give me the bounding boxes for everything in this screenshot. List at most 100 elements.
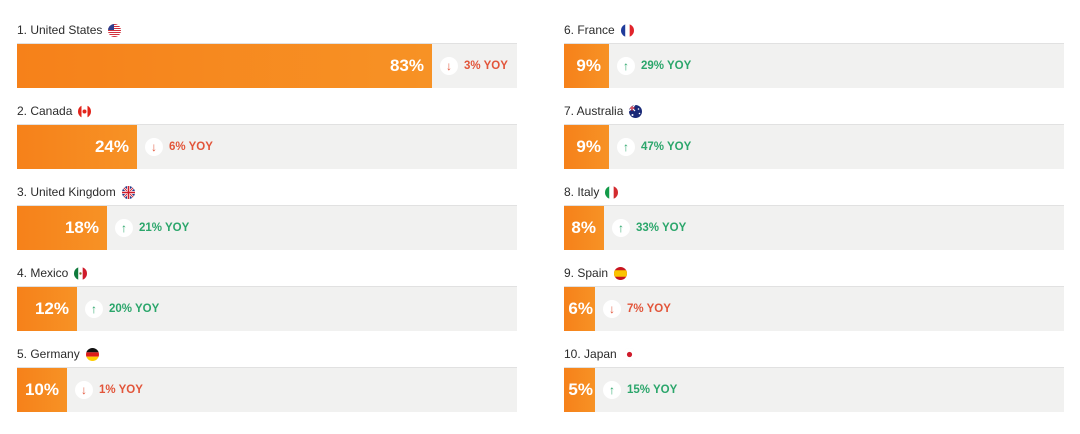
yoy-text: 7% YOY: [627, 303, 671, 315]
value-bar: [564, 368, 595, 412]
canada-flag-icon: [78, 104, 92, 118]
yoy-text: 21% YOY: [139, 222, 190, 234]
yoy-indicator: ↑ 15% YOY: [603, 368, 677, 412]
value-bar: [564, 44, 609, 88]
country-label-row: 6. France: [564, 22, 634, 38]
bar-row: 6. France 9% ↑ 29% YOY: [564, 0, 1064, 88]
bar-row: 8. Italy 8% ↑ 33% YOY: [564, 162, 1064, 250]
value-bar: [17, 44, 432, 88]
country-label-row: 4. Mexico: [17, 265, 88, 281]
yoy-text: 47% YOY: [641, 141, 692, 153]
spain-flag-icon: [614, 266, 628, 280]
country-label-row: 1. United States: [17, 22, 122, 38]
arrow-down-icon: ↓: [603, 300, 621, 318]
yoy-text: 1% YOY: [99, 384, 143, 396]
uk-flag-icon: [121, 185, 135, 199]
bar-track: 9% ↑ 29% YOY: [564, 43, 1064, 88]
germany-flag-icon: [85, 347, 99, 361]
country-label: 1. United States: [17, 23, 103, 37]
country-label: 6. France: [564, 23, 615, 37]
arrow-down-icon: ↓: [440, 57, 458, 75]
value-label: 10%: [24, 380, 59, 399]
bar-row: 2. Canada 24% ↓ 6% YOY: [17, 81, 517, 169]
country-label: 9. Spain: [564, 266, 609, 280]
value-bar: [564, 125, 609, 169]
country-label-row: 5. Germany: [17, 346, 99, 362]
italy-flag-icon: [605, 185, 619, 199]
yoy-text: 20% YOY: [109, 303, 160, 315]
bar-track: 12% ↑ 20% YOY: [17, 286, 517, 331]
yoy-text: 29% YOY: [641, 60, 692, 72]
us-flag-icon: [108, 23, 122, 37]
yoy-indicator: ↓ 7% YOY: [603, 287, 671, 331]
arrow-up-icon: ↑: [115, 219, 133, 237]
value-label: 18%: [64, 218, 99, 237]
country-label: 8. Italy: [564, 185, 600, 199]
yoy-text: 15% YOY: [627, 384, 678, 396]
yoy-indicator: ↓ 3% YOY: [440, 44, 508, 88]
country-label-row: 3. United Kingdom: [17, 184, 135, 200]
bar-row: 10. Japan 5% ↑ 15% YOY: [564, 324, 1064, 412]
arrow-down-icon: ↓: [145, 138, 163, 156]
country-label-row: 10. Japan: [564, 346, 636, 362]
bar-row: 5. Germany 10% ↓ 1% YOY: [17, 324, 517, 412]
bar-track: 18% ↑ 21% YOY: [17, 205, 517, 250]
value-label: 6%: [568, 299, 593, 318]
yoy-indicator: ↑ 29% YOY: [617, 44, 691, 88]
arrow-up-icon: ↑: [617, 138, 635, 156]
bar-track: 24% ↓ 6% YOY: [17, 124, 517, 169]
arrow-down-icon: ↓: [75, 381, 93, 399]
arrow-up-icon: ↑: [603, 381, 621, 399]
value-label: 8%: [571, 218, 596, 237]
bar-track: 9% ↑ 47% YOY: [564, 124, 1064, 169]
bar-track: 5% ↑ 15% YOY: [564, 367, 1064, 412]
yoy-text: 33% YOY: [636, 222, 687, 234]
yoy-indicator: ↑ 47% YOY: [617, 125, 691, 169]
value-bar: [564, 287, 595, 331]
value-bar: [564, 206, 604, 250]
yoy-indicator: ↑ 33% YOY: [612, 206, 686, 250]
value-bar: [17, 125, 137, 169]
value-bar: [17, 368, 67, 412]
france-flag-icon: [620, 23, 634, 37]
country-label: 10. Japan: [564, 347, 617, 361]
arrow-up-icon: ↑: [85, 300, 103, 318]
country-label: 2. Canada: [17, 104, 73, 118]
yoy-indicator: ↓ 1% YOY: [75, 368, 143, 412]
country-label: 7. Australia: [564, 104, 624, 118]
country-label: 3. United Kingdom: [17, 185, 116, 199]
arrow-up-icon: ↑: [612, 219, 630, 237]
value-label: 24%: [94, 137, 129, 156]
value-bar: [17, 287, 77, 331]
country-label: 4. Mexico: [17, 266, 69, 280]
value-label: 12%: [34, 299, 69, 318]
australia-flag-icon: [629, 104, 643, 118]
yoy-indicator: ↑ 21% YOY: [115, 206, 189, 250]
value-label: 5%: [568, 380, 593, 399]
bar-row: 9. Spain 6% ↓ 7% YOY: [564, 243, 1064, 331]
bar-track: 6% ↓ 7% YOY: [564, 286, 1064, 331]
yoy-indicator: ↑ 20% YOY: [85, 287, 159, 331]
mexico-flag-icon: [74, 266, 88, 280]
country-label: 5. Germany: [17, 347, 80, 361]
bar-row: 1. United States 83% ↓ 3% YOY: [17, 0, 517, 88]
yoy-text: 3% YOY: [464, 60, 508, 72]
japan-flag-icon: [622, 347, 636, 361]
country-label-row: 2. Canada: [17, 103, 92, 119]
yoy-indicator: ↓ 6% YOY: [145, 125, 213, 169]
bar-track: 83% ↓ 3% YOY: [17, 43, 517, 88]
bar-row: 3. United Kingdom 18% ↑ 21% YOY: [17, 162, 517, 250]
bar-track: 8% ↑ 33% YOY: [564, 205, 1064, 250]
country-label-row: 9. Spain: [564, 265, 628, 281]
bar-track: 10% ↓ 1% YOY: [17, 367, 517, 412]
value-label: 9%: [576, 137, 601, 156]
arrow-up-icon: ↑: [617, 57, 635, 75]
bar-row: 7. Australia 9% ↑ 47% YOY: [564, 81, 1064, 169]
country-label-row: 7. Australia: [564, 103, 643, 119]
value-bar: [17, 206, 107, 250]
country-label-row: 8. Italy: [564, 184, 619, 200]
value-label: 9%: [576, 56, 601, 75]
bar-row: 4. Mexico 12% ↑ 20% YOY: [17, 243, 517, 331]
yoy-text: 6% YOY: [169, 141, 213, 153]
value-label: 83%: [389, 56, 424, 75]
